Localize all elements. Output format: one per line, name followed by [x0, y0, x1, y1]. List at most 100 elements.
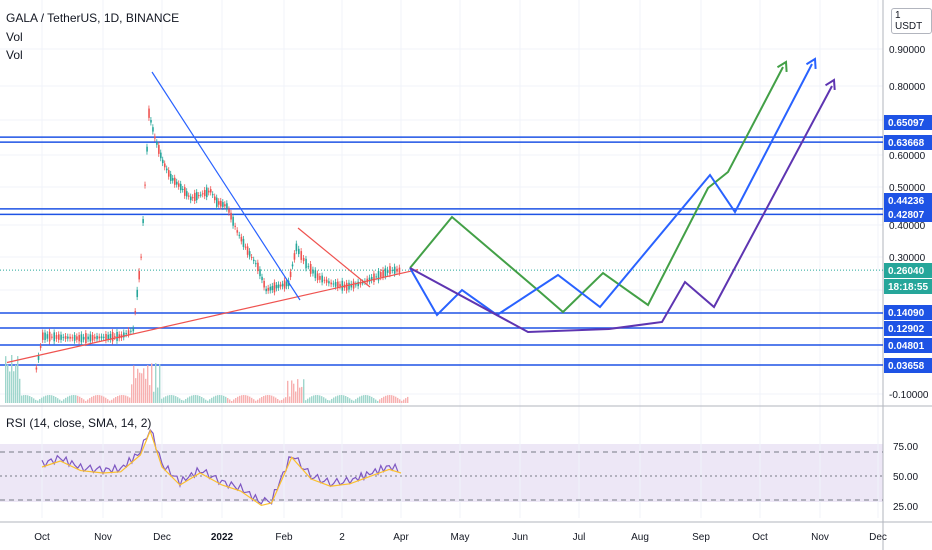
volume-bar	[389, 395, 391, 403]
candle-body	[309, 263, 312, 274]
candle-body	[234, 225, 236, 227]
candle-body	[281, 283, 284, 287]
candle-body	[307, 266, 310, 268]
candle-body	[174, 177, 176, 185]
volume-bar	[335, 396, 337, 403]
candle-body	[269, 286, 272, 291]
volume-bar	[63, 399, 65, 403]
candle-body	[98, 336, 101, 339]
volume-bar	[111, 399, 113, 403]
arrow-head	[805, 57, 817, 70]
volume-bar	[319, 395, 321, 403]
candle-body	[172, 178, 174, 181]
volume-bar	[189, 396, 191, 403]
volume-bar	[255, 400, 257, 403]
candle-body	[228, 209, 230, 213]
candle-body	[244, 246, 247, 248]
candle-body	[46, 334, 49, 339]
volume-bar	[89, 398, 91, 403]
volume-bar	[321, 396, 323, 403]
time-axis-tick: 2022	[211, 532, 234, 543]
price-label: 0.42807	[888, 210, 925, 221]
currency-badge[interactable]: 1 USDT	[891, 8, 932, 34]
time-axis-tick: Jul	[573, 532, 586, 543]
volume-bar	[47, 395, 49, 403]
candle-body	[300, 251, 303, 260]
candle-body	[355, 284, 357, 286]
candle-body	[39, 346, 42, 348]
candle-body	[337, 281, 339, 289]
volume-bar	[99, 395, 101, 403]
candle-body	[37, 355, 40, 360]
volume-bar	[59, 399, 61, 403]
candle-body	[357, 281, 360, 287]
symbol-title: GALA / TetherUS, 1D, BINANCE	[6, 11, 180, 25]
candle-body	[277, 284, 280, 288]
candle-body	[89, 334, 92, 342]
volume-bar	[327, 400, 329, 403]
volume-bar	[323, 397, 325, 403]
candle-body	[176, 181, 178, 185]
candle-body	[140, 256, 142, 258]
candle-body	[291, 264, 294, 267]
volume-bar	[187, 397, 189, 403]
candle-body	[236, 230, 239, 233]
volume-bar	[87, 399, 89, 403]
candle-body	[319, 275, 321, 280]
candle-body	[196, 192, 198, 201]
candle-body	[305, 258, 307, 269]
candle-body	[73, 335, 76, 341]
candle-body	[302, 257, 305, 262]
candle-body	[259, 269, 261, 277]
candle-body	[91, 335, 94, 341]
volume-bar	[347, 397, 349, 403]
volume-bar	[373, 398, 375, 403]
candle-body	[238, 234, 241, 236]
rsi-axis-tick: 25.00	[893, 502, 918, 513]
time-axis-tick: Oct	[34, 532, 50, 543]
volume-bar	[195, 395, 197, 403]
candle-body	[186, 191, 188, 197]
volume-bar	[357, 397, 359, 403]
candle-body	[198, 195, 200, 197]
candle-body	[216, 197, 218, 207]
candle-body	[396, 268, 398, 272]
candle-body	[350, 283, 353, 288]
candle-body	[352, 281, 355, 289]
price-label-box	[884, 305, 932, 320]
price-axis-tick: 0.50000	[889, 183, 926, 194]
candle-body	[248, 251, 251, 257]
volume-bar	[153, 391, 155, 403]
volume-bar	[129, 397, 131, 403]
candle-body	[125, 333, 128, 335]
volume-bar	[309, 397, 311, 403]
candle-body	[123, 332, 125, 338]
candle-body	[232, 216, 234, 226]
candle-body	[168, 170, 170, 177]
candle-body	[55, 335, 58, 339]
price-axis-tick: 0.30000	[889, 253, 926, 264]
candle-body	[293, 253, 296, 260]
candle-body	[339, 284, 341, 287]
volume-bar	[139, 372, 141, 403]
volume-bar	[245, 395, 247, 403]
candle-body	[283, 280, 286, 289]
candle-body	[154, 136, 156, 139]
candle-body	[314, 270, 317, 279]
volume-bar	[213, 396, 215, 403]
volume-bar	[107, 399, 109, 403]
volume-bar	[211, 397, 213, 403]
candle-body	[138, 271, 140, 280]
candle-body	[261, 276, 263, 281]
volume-bar	[227, 398, 229, 403]
volume-bar	[355, 399, 357, 403]
volume-bar	[275, 397, 277, 403]
volume-bar	[301, 386, 303, 403]
volume-bar	[15, 364, 17, 403]
candle-body	[100, 336, 103, 339]
volume-bar	[205, 399, 207, 403]
volume-bar	[289, 396, 291, 403]
volume-bar	[349, 398, 351, 403]
volume-bar	[27, 395, 29, 403]
